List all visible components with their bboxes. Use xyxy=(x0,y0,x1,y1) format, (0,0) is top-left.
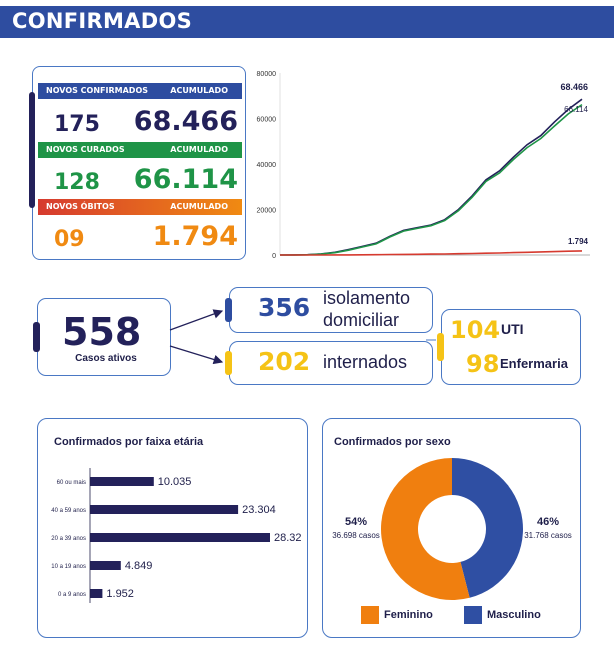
bar-value-label: 10.035 xyxy=(158,476,192,488)
legend-female-label: Feminino xyxy=(384,609,433,621)
arrow-to-home xyxy=(169,309,224,331)
y-tick-label: 80000 xyxy=(257,71,277,78)
home-isolation-accent xyxy=(225,298,232,322)
male-pct-label: 46% xyxy=(537,516,559,528)
series-line xyxy=(280,103,583,256)
category-label: 40 a 59 anos xyxy=(51,508,86,514)
bar-value-label: 23.304 xyxy=(242,504,276,516)
category-label: 20 a 39 anos xyxy=(51,536,86,542)
deaths-new-value: 09 xyxy=(54,227,85,252)
confirmed-new-value: 175 xyxy=(54,112,100,137)
home-isolation-value: 356 xyxy=(258,293,311,322)
ward-label: Enfermaria xyxy=(500,356,568,371)
age-bar-chart: 60 ou mais 10.035 40 a 59 anos 23.304 20 a 3… xyxy=(51,468,302,603)
age-bar xyxy=(90,477,154,486)
category-label: 10 a 19 anos xyxy=(51,564,86,570)
age-bar xyxy=(90,561,121,570)
bar-value-label: 1.952 xyxy=(106,588,134,600)
series-end-label: 66.114 xyxy=(564,105,588,114)
y-tick-label: 20000 xyxy=(257,208,277,215)
cured-new-value: 128 xyxy=(54,170,100,195)
category-label: 60 ou mais xyxy=(57,480,86,486)
y-tick-label: 60000 xyxy=(257,117,277,124)
age-bar xyxy=(90,533,270,542)
series-line xyxy=(279,98,583,256)
confirmed-label: NOVOS CONFIRMADOS xyxy=(46,86,149,95)
uti-ward-accent xyxy=(437,333,444,361)
hospitalized-label: internados xyxy=(323,352,408,372)
series-line xyxy=(280,250,583,256)
cured-acc-label: ACUMULADO xyxy=(170,145,228,154)
cumulative-line-chart: 80000 60000 40000 20000 0 68.466 66.114 1.794 xyxy=(257,71,590,260)
home-isolation-box xyxy=(229,287,433,333)
male-cases-label: 31.768 casos xyxy=(524,531,572,540)
confirmed-header: NOVOS CONFIRMADOS ACUMULADO xyxy=(38,83,242,99)
deaths-acc-label: ACUMULADO xyxy=(170,202,228,211)
header-bar: CONFIRMADOS xyxy=(0,6,614,38)
deaths-label: NOVOS ÓBITOS xyxy=(46,202,115,211)
legend-female-swatch xyxy=(361,606,379,624)
bar-value-label: 4.849 xyxy=(125,560,153,572)
hospitalized-box xyxy=(229,341,433,385)
deaths-header: NOVOS ÓBITOS ACUMULADO xyxy=(38,199,242,215)
sex-donut-chart: 54% 36.698 casos 46% 31.768 casos xyxy=(332,458,572,600)
uti-label: UTI xyxy=(501,321,524,337)
cured-header: NOVOS CURADOS ACUMULADO xyxy=(38,142,242,158)
active-cases-label: Casos ativos xyxy=(75,353,137,364)
legend-male-swatch xyxy=(464,606,482,624)
arrow-to-hospital xyxy=(169,345,224,365)
hospitalized-value: 202 xyxy=(258,347,311,376)
home-isolation-label-2: domiciliar xyxy=(323,310,400,330)
series-end-label: 68.466 xyxy=(560,82,588,92)
home-isolation-label-1: isolamento xyxy=(323,288,411,308)
deaths-total-value: 1.794 xyxy=(152,221,238,252)
uti-value: 104 xyxy=(450,316,501,344)
ward-value: 98 xyxy=(466,350,500,378)
confirmed-accent-bar xyxy=(29,92,35,208)
bar-value-label: 28.326 xyxy=(274,532,302,544)
active-cases-value: 558 xyxy=(62,310,142,354)
category-label: 0 a 9 anos xyxy=(58,592,86,598)
y-tick-label: 40000 xyxy=(257,162,277,169)
female-cases-label: 36.698 casos xyxy=(332,531,380,540)
age-bar xyxy=(90,589,103,598)
sex-chart-title: Confirmados por sexo xyxy=(334,436,451,448)
age-chart-card xyxy=(37,418,308,638)
cured-total-value: 66.114 xyxy=(133,164,238,195)
donut-slice xyxy=(381,458,470,600)
donut-slice xyxy=(452,458,523,598)
confirmed-acc-label: ACUMULADO xyxy=(170,86,228,95)
y-tick-label: 0 xyxy=(272,253,276,260)
age-bar xyxy=(90,505,239,514)
uti-ward-box xyxy=(441,309,581,385)
active-cases-accent xyxy=(33,322,40,352)
hospitalized-accent xyxy=(225,351,232,375)
page-title: CONFIRMADOS xyxy=(12,9,193,33)
female-pct-label: 54% xyxy=(345,516,367,528)
legend-male-label: Masculino xyxy=(487,609,541,621)
age-chart-title: Confirmados por faixa etária xyxy=(54,436,204,448)
cured-label: NOVOS CURADOS xyxy=(46,145,125,154)
series-end-label: 1.794 xyxy=(568,237,589,246)
sex-chart-card xyxy=(322,418,581,638)
confirmed-total-value: 68.466 xyxy=(133,106,238,137)
active-cases-box xyxy=(37,298,171,376)
